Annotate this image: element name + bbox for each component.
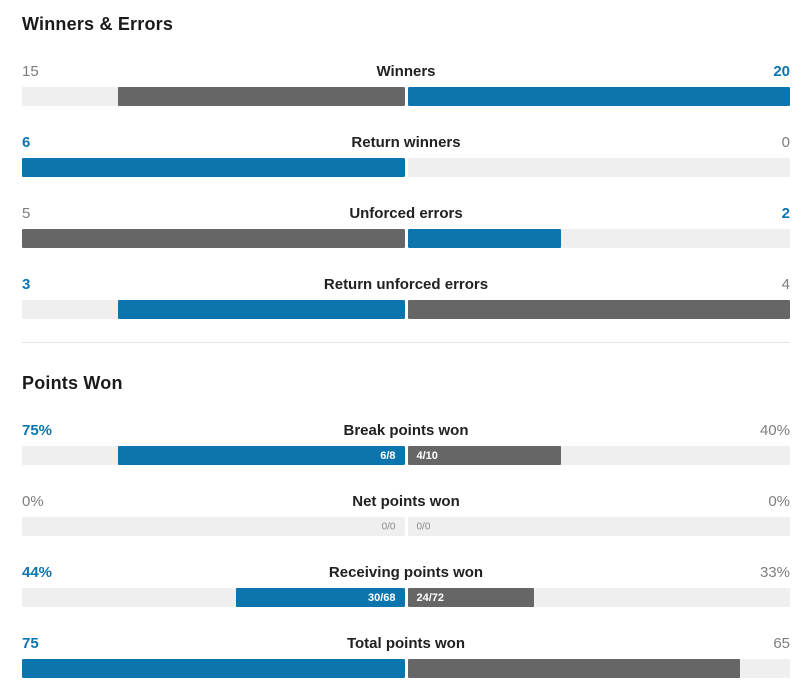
right-value: 4 — [781, 276, 790, 293]
right-value: 0 — [781, 134, 790, 151]
right-bar-fill — [407, 300, 790, 319]
left-value: 3 — [22, 276, 31, 293]
stat-bars — [22, 87, 790, 106]
left-bar-track: 30/68 — [22, 588, 405, 607]
left-value: 75% — [22, 422, 53, 439]
left-bar-fill — [117, 300, 405, 319]
stat-label: Total points won — [346, 635, 466, 652]
right-bar-track — [407, 229, 790, 248]
right-bar-track: 24/72 — [407, 588, 790, 607]
right-bar-fill — [407, 659, 741, 678]
stat-bars — [22, 300, 790, 319]
stat-row: 15 Winners 20 — [22, 63, 790, 106]
stat-label: Unforced errors — [349, 205, 463, 222]
right-value: 2 — [781, 205, 790, 222]
right-bar-detail: 24/72 — [416, 591, 445, 604]
left-bar-detail: 6/8 — [380, 449, 396, 462]
right-bar-fill — [407, 87, 790, 106]
stat-row: 75 Total points won 65 — [22, 635, 790, 678]
left-bar-track — [22, 87, 405, 106]
left-value: 0% — [22, 493, 44, 510]
left-value: 75 — [22, 635, 39, 652]
left-value: 44% — [22, 564, 53, 581]
right-bar-track — [407, 87, 790, 106]
left-bar-track: 0/0 — [22, 517, 405, 536]
right-bar-detail: 4/10 — [416, 449, 438, 462]
left-value: 15 — [22, 63, 39, 80]
right-value: 40% — [759, 422, 790, 439]
stat-bars: 30/68 24/72 — [22, 588, 790, 607]
stat-labels: 3 Return unforced errors 4 — [22, 276, 790, 294]
stat-row: 3 Return unforced errors 4 — [22, 276, 790, 319]
stat-row: 0% Net points won 0% 0/0 0/0 — [22, 493, 790, 536]
stat-row: 5 Unforced errors 2 — [22, 205, 790, 248]
stat-labels: 75% Break points won 40% — [22, 422, 790, 440]
stat-bars — [22, 158, 790, 177]
right-bar-fill — [407, 446, 561, 465]
left-bar-track: 6/8 — [22, 446, 405, 465]
right-value: 65 — [773, 635, 790, 652]
left-bar-fill — [236, 588, 405, 607]
right-bar-track — [407, 659, 790, 678]
right-bar-detail: 0/0 — [416, 521, 431, 532]
stat-bars — [22, 229, 790, 248]
left-bar-fill — [22, 229, 405, 248]
section-title-winners-errors: Winners & Errors — [22, 14, 174, 34]
left-bar-detail: 30/68 — [367, 591, 396, 604]
stat-label: Winners — [376, 63, 436, 80]
right-value: 20 — [773, 63, 790, 80]
left-bar-fill — [117, 446, 405, 465]
right-bar-fill — [407, 229, 561, 248]
stat-bars: 6/8 4/10 — [22, 446, 790, 465]
rows-points-won: 75% Break points won 40% 6/8 4/10 0% Net… — [22, 422, 790, 678]
stat-labels: 44% Receiving points won 33% — [22, 564, 790, 582]
stat-bars: 0/0 0/0 — [22, 517, 790, 536]
right-bar-track: 0/0 — [407, 517, 790, 536]
left-bar-fill — [117, 87, 405, 106]
section-title-points-won: Points Won — [22, 373, 123, 393]
stat-labels: 15 Winners 20 — [22, 63, 790, 81]
left-bar-track — [22, 229, 405, 248]
stat-label: Net points won — [352, 493, 460, 510]
stat-labels: 0% Net points won 0% — [22, 493, 790, 511]
right-bar-track — [407, 300, 790, 319]
right-value: 33% — [759, 564, 790, 581]
rows-winners-errors: 15 Winners 20 6 Return winners 0 — [22, 63, 790, 319]
stat-label: Return winners — [351, 134, 461, 151]
left-value: 6 — [22, 134, 31, 151]
left-bar-track — [22, 659, 405, 678]
right-value: 0% — [768, 493, 790, 510]
right-bar-track: 4/10 — [407, 446, 790, 465]
stat-row: 44% Receiving points won 33% 30/68 24/72 — [22, 564, 790, 607]
left-bar-track — [22, 300, 405, 319]
stat-labels: 75 Total points won 65 — [22, 635, 790, 653]
stat-labels: 5 Unforced errors 2 — [22, 205, 790, 223]
left-bar-fill — [22, 659, 405, 678]
stat-label: Break points won — [343, 422, 469, 439]
section-points-won: Points Won 75% Break points won 40% 6/8 … — [22, 373, 790, 678]
left-value: 5 — [22, 205, 31, 222]
left-bar-detail: 0/0 — [381, 521, 396, 532]
stat-bars — [22, 659, 790, 678]
stat-labels: 6 Return winners 0 — [22, 134, 790, 152]
stat-label: Return unforced errors — [323, 276, 489, 293]
right-bar-fill — [407, 588, 534, 607]
section-winners-errors: Winners & Errors 15 Winners 20 6 Return … — [22, 14, 790, 319]
left-bar-fill — [22, 158, 405, 177]
left-bar-track — [22, 158, 405, 177]
stat-label: Receiving points won — [328, 564, 484, 581]
stat-row: 75% Break points won 40% 6/8 4/10 — [22, 422, 790, 465]
section-divider — [22, 342, 790, 343]
right-bar-track — [407, 158, 790, 177]
stat-row: 6 Return winners 0 — [22, 134, 790, 177]
